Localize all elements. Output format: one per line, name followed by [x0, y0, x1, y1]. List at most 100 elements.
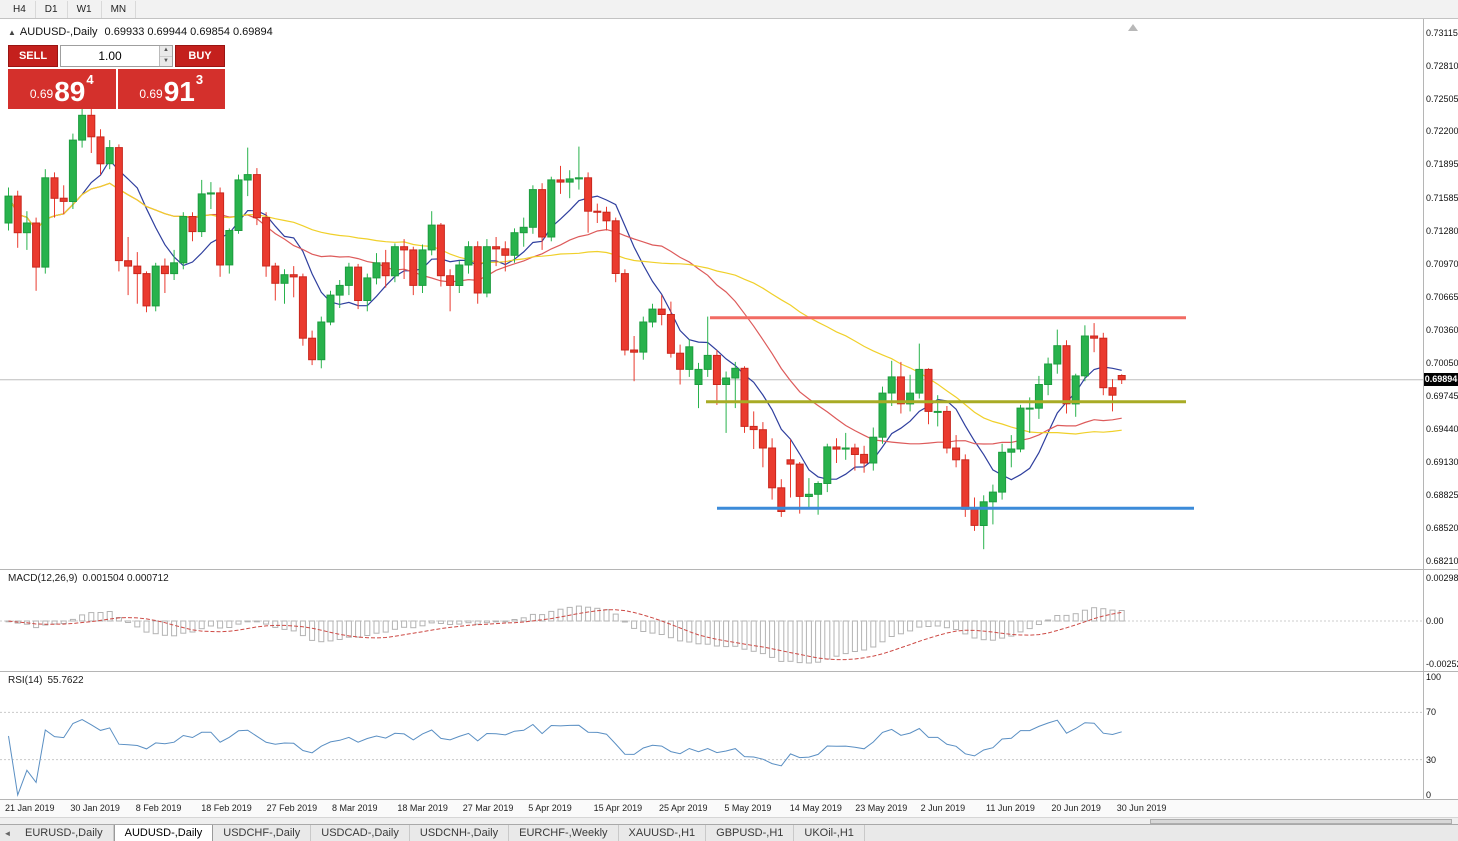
price-tick-label: 0.70360: [1426, 324, 1458, 335]
macd-histogram-bar: [842, 620, 849, 655]
macd-histogram-bar: [502, 620, 509, 623]
candle-body: [731, 367, 740, 379]
tab-scroll-left-icon[interactable]: ◄: [3, 828, 12, 838]
candle-body: [262, 217, 271, 267]
candle-body: [860, 453, 869, 464]
price-tick-label: 0.68210: [1426, 556, 1458, 566]
candle-body: [804, 493, 813, 497]
macd-histogram-bar: [373, 620, 380, 634]
candle-body: [593, 210, 602, 213]
price-chart[interactable]: [0, 19, 1423, 570]
timeframe-button-h4[interactable]: H4: [4, 0, 36, 18]
macd-histogram-bar: [557, 608, 564, 622]
scrollbar-thumb[interactable]: [1150, 819, 1452, 824]
chart-tab-audusd-daily[interactable]: AUDUSD-,Daily: [113, 825, 214, 841]
candle-body: [317, 321, 326, 361]
candle-body: [841, 447, 850, 450]
buy-price-display[interactable]: 0.69 91 3: [117, 69, 225, 109]
candle-body: [22, 222, 31, 234]
candle-body: [1007, 448, 1016, 453]
rsi-axis[interactable]: 100 70 30 0: [1424, 672, 1458, 800]
panel-separator[interactable]: [0, 569, 1458, 570]
chart-tab-xauusd-h1[interactable]: XAUUSD-,H1: [619, 825, 707, 841]
macd-histogram-bar: [649, 620, 656, 634]
macd-histogram-bar: [299, 620, 306, 637]
chart-tab-eurusd-daily[interactable]: EURUSD-,Daily: [15, 825, 114, 841]
candle-body: [1071, 375, 1080, 405]
candle-body: [584, 177, 593, 212]
sell-button[interactable]: SELL: [8, 45, 58, 67]
macd-histogram-bar: [723, 620, 730, 648]
price-tick-label: 0.68825: [1426, 489, 1458, 500]
candle-body: [1062, 345, 1071, 405]
chart-tab-usdcad-daily[interactable]: USDCAD-,Daily: [311, 825, 410, 841]
macd-histogram-bar: [805, 620, 812, 664]
macd-histogram-bar: [861, 620, 868, 651]
volume-value[interactable]: 1.00: [98, 49, 122, 63]
macd-indicator-chart[interactable]: [0, 570, 1423, 672]
candle-body: [519, 226, 528, 234]
candle-body: [657, 308, 666, 316]
volume-decrease-icon[interactable]: ▼: [160, 56, 172, 66]
candle-body: [1108, 387, 1117, 396]
price-tick-label: 0.71895: [1426, 159, 1458, 170]
chart-tab-ukoil-h1[interactable]: UKOil-,H1: [794, 825, 865, 841]
macd-max-label: 0.00298: [1426, 573, 1458, 583]
macd-histogram-bar: [1054, 615, 1061, 622]
macd-histogram-bar: [548, 610, 555, 622]
timeframe-button-mn[interactable]: MN: [102, 0, 137, 18]
timeframe-button-d1[interactable]: D1: [36, 0, 68, 18]
price-tick-label: 0.70050: [1426, 357, 1458, 368]
macd-histogram-bar: [474, 620, 481, 625]
candle-body: [676, 352, 685, 370]
macd-histogram-bar: [447, 620, 454, 625]
volume-increase-icon[interactable]: ▲: [160, 46, 172, 57]
macd-histogram-bar: [907, 620, 914, 632]
chart-tab-eurchf-weekly[interactable]: EURCHF-,Weekly: [509, 825, 619, 841]
price-axis[interactable]: 0.73115 0.72810 0.72505 0.72200 0.71895 0.715…: [1424, 19, 1458, 570]
macd-histogram-bar: [1109, 609, 1116, 622]
price-tick-label: 0.71280: [1426, 225, 1458, 236]
macd-axis[interactable]: 0.00298 0.00 -0.00252: [1424, 570, 1458, 672]
candle-body: [114, 147, 123, 262]
buy-button[interactable]: BUY: [175, 45, 225, 67]
candle-body: [252, 174, 261, 219]
macd-histogram-bar: [263, 620, 270, 625]
candle-body: [372, 262, 381, 279]
macd-histogram-bar: [382, 620, 389, 633]
candle-body: [611, 220, 620, 275]
macd-histogram-bar: [437, 620, 444, 624]
candle-body: [170, 262, 179, 275]
panel-separator[interactable]: [0, 671, 1458, 672]
price-tick-label: 0.72200: [1426, 126, 1458, 137]
chart-tab-gbpusd-h1[interactable]: GBPUSD-,H1: [706, 825, 795, 841]
sell-price-display[interactable]: 0.69 89 4: [8, 69, 116, 109]
macd-histogram-bar: [631, 620, 638, 629]
time-axis[interactable]: 21 Jan 2019 30 Jan 2019 8 Feb 2019 18 Feb 2…: [0, 800, 1458, 817]
horizontal-scrollbar[interactable]: [0, 817, 1458, 824]
axis-separator: [1423, 19, 1424, 817]
macd-histogram-bar: [152, 620, 159, 635]
macd-signal-line: [8, 609, 1122, 661]
candle-body: [206, 192, 215, 195]
candle-body: [942, 410, 951, 449]
rsi-axis-label: 100: [1426, 672, 1442, 682]
macd-histogram-bar: [171, 620, 178, 637]
date-label: 27 Mar 2019: [462, 803, 514, 813]
candle-body: [492, 246, 501, 250]
macd-histogram-bar: [42, 620, 49, 626]
candle-body: [142, 273, 151, 307]
macd-histogram-bar: [566, 606, 573, 622]
candle-body: [777, 487, 786, 512]
chart-tab-usdcnh-daily[interactable]: USDCNH-,Daily: [410, 825, 510, 841]
macd-histogram-bar: [962, 620, 969, 635]
rsi-indicator-chart[interactable]: [0, 672, 1423, 800]
chart-tab-usdchf-daily[interactable]: USDCHF-,Daily: [213, 825, 312, 841]
chart-shift-marker[interactable]: [1128, 24, 1138, 31]
timeframe-button-w1[interactable]: W1: [68, 0, 102, 18]
price-tick-label: 0.69440: [1426, 423, 1458, 434]
collapse-trade-panel-icon[interactable]: ▲: [8, 27, 16, 37]
volume-input[interactable]: 1.00 ▲ ▼: [60, 45, 173, 67]
candle-body: [574, 177, 583, 180]
macd-histogram-bar: [925, 620, 932, 627]
